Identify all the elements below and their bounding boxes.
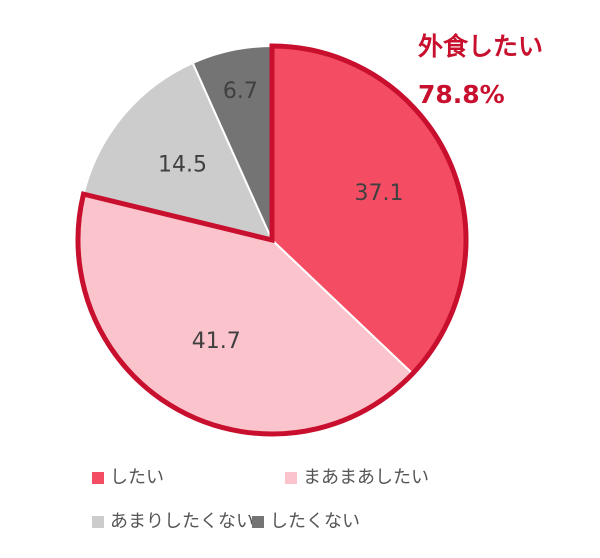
legend-label: あまりしたくない	[110, 511, 254, 532]
data-label: 37.1	[354, 181, 403, 206]
legend-swatch	[92, 516, 104, 528]
data-label: 14.5	[158, 153, 207, 178]
legend-label: したい	[110, 467, 164, 488]
data-label: 6.7	[223, 79, 258, 104]
legend-swatch	[285, 472, 297, 484]
legend-label: まあまあしたい	[303, 467, 429, 488]
data-label: 41.7	[192, 329, 241, 354]
annotation-value: 78.8%	[418, 80, 505, 109]
highlight-outline	[75, 43, 469, 437]
annotation-text: 外食したい	[418, 32, 543, 61]
legend-swatch	[252, 516, 264, 528]
pie-slice	[82, 61, 274, 242]
legend-label: したくない	[270, 511, 360, 532]
legend-swatch	[92, 472, 104, 484]
